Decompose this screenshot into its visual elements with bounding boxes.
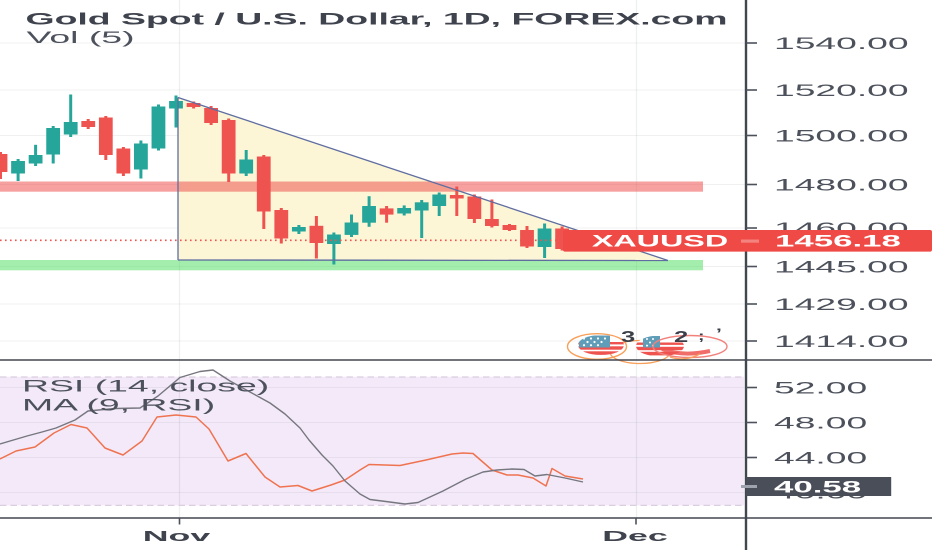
svg-text:52.00: 52.00: [774, 379, 867, 398]
svg-text:1500.00: 1500.00: [774, 127, 909, 146]
svg-text:3: 3: [621, 328, 635, 346]
svg-text:1429.00: 1429.00: [774, 295, 909, 314]
svg-text:44.00: 44.00: [774, 449, 867, 468]
svg-text:1445.00: 1445.00: [774, 258, 909, 277]
svg-text:;: ;: [698, 328, 704, 343]
svg-text:Dec: Dec: [602, 527, 667, 544]
svg-text:1456.18: 1456.18: [775, 231, 901, 250]
svg-text:XAUUSD: XAUUSD: [592, 232, 728, 250]
svg-text:1414.00: 1414.00: [774, 332, 909, 351]
svg-text:40.58: 40.58: [774, 477, 861, 496]
svg-text:Gold Spot / U.S. Dollar, 1D, F: Gold Spot / U.S. Dollar, 1D, FOREX.com: [26, 10, 728, 29]
svg-text:48.00: 48.00: [774, 414, 867, 433]
svg-text:2: 2: [674, 328, 688, 346]
svg-text:RSI (14, close): RSI (14, close): [22, 377, 269, 396]
svg-text:1540.00: 1540.00: [774, 34, 909, 53]
svg-text:1480.00: 1480.00: [774, 176, 909, 195]
svg-text:Vol (5): Vol (5): [27, 29, 135, 48]
svg-text:Nov: Nov: [143, 527, 211, 544]
svg-text:1520.00: 1520.00: [774, 81, 909, 100]
svg-text:’: ’: [716, 325, 722, 341]
svg-text:MA (9, RSI): MA (9, RSI): [22, 396, 215, 415]
